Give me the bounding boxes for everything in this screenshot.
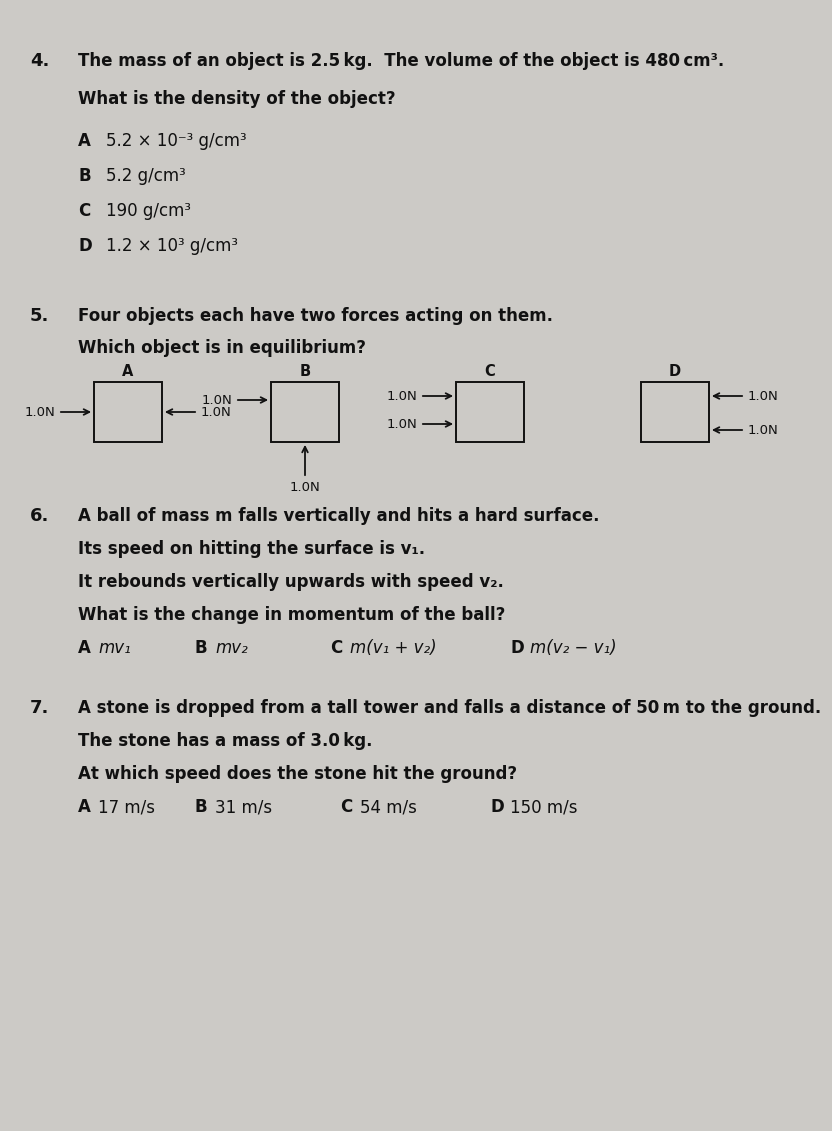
Text: mv₂: mv₂ [215, 639, 248, 657]
Text: B: B [195, 798, 208, 815]
Text: 1.0N: 1.0N [201, 394, 232, 406]
Bar [456, 382, 524, 442]
Text: 17 m/s: 17 m/s [98, 798, 155, 815]
Text: 1.0N: 1.0N [24, 406, 55, 418]
Text: Its speed on hitting the surface is v₁.: Its speed on hitting the surface is v₁. [78, 539, 425, 558]
Text: 4.: 4. [30, 52, 49, 70]
Text: 1.0N: 1.0N [386, 417, 417, 431]
Text: 6.: 6. [30, 507, 49, 525]
Text: A: A [78, 639, 91, 657]
Text: D: D [78, 238, 92, 254]
Text: B: B [300, 364, 310, 379]
Text: 7.: 7. [30, 699, 49, 717]
Text: 54 m/s: 54 m/s [360, 798, 417, 815]
Text: Which object is in equilibrium?: Which object is in equilibrium? [78, 339, 366, 357]
Text: 1.0N: 1.0N [748, 389, 779, 403]
Text: mv₁: mv₁ [98, 639, 131, 657]
Text: 1.2 × 10³ g/cm³: 1.2 × 10³ g/cm³ [106, 238, 238, 254]
Bar [641, 382, 709, 442]
Text: C: C [340, 798, 352, 815]
Text: D: D [669, 364, 681, 379]
Text: m(v₁ + v₂): m(v₁ + v₂) [350, 639, 437, 657]
Text: 1.0N: 1.0N [748, 423, 779, 437]
Text: Four objects each have two forces acting on them.: Four objects each have two forces acting… [78, 307, 553, 325]
Text: D: D [490, 798, 503, 815]
Text: B: B [195, 639, 208, 657]
Text: A: A [78, 132, 91, 150]
Text: What is the change in momentum of the ball?: What is the change in momentum of the ba… [78, 606, 505, 624]
Text: The mass of an object is 2.5 kg.  The volume of the object is 480 cm³.: The mass of an object is 2.5 kg. The vol… [78, 52, 724, 70]
Bar [94, 382, 162, 442]
Text: D: D [510, 639, 524, 657]
Text: A stone is dropped from a tall tower and falls a distance of 50 m to the ground.: A stone is dropped from a tall tower and… [78, 699, 821, 717]
Text: At which speed does the stone hit the ground?: At which speed does the stone hit the gr… [78, 765, 518, 783]
Text: B: B [78, 167, 91, 185]
Text: 1.0N: 1.0N [201, 406, 232, 418]
Text: A ball of mass m falls vertically and hits a hard surface.: A ball of mass m falls vertically and hi… [78, 507, 600, 525]
Text: The stone has a mass of 3.0 kg.: The stone has a mass of 3.0 kg. [78, 732, 373, 750]
Text: 5.: 5. [30, 307, 49, 325]
Bar [271, 382, 339, 442]
Text: C: C [78, 202, 90, 221]
Text: C: C [484, 364, 495, 379]
Text: It rebounds vertically upwards with speed v₂.: It rebounds vertically upwards with spee… [78, 573, 504, 592]
Text: 1.0N: 1.0N [290, 481, 320, 494]
Text: C: C [330, 639, 342, 657]
Text: 5.2 × 10⁻³ g/cm³: 5.2 × 10⁻³ g/cm³ [106, 132, 246, 150]
Text: A: A [122, 364, 134, 379]
Text: 1.0N: 1.0N [386, 389, 417, 403]
Text: m(v₂ − v₁): m(v₂ − v₁) [530, 639, 617, 657]
Text: 150 m/s: 150 m/s [510, 798, 577, 815]
Text: A: A [78, 798, 91, 815]
Text: What is the density of the object?: What is the density of the object? [78, 90, 396, 107]
Text: 31 m/s: 31 m/s [215, 798, 272, 815]
Text: 190 g/cm³: 190 g/cm³ [106, 202, 191, 221]
Text: 5.2 g/cm³: 5.2 g/cm³ [106, 167, 186, 185]
